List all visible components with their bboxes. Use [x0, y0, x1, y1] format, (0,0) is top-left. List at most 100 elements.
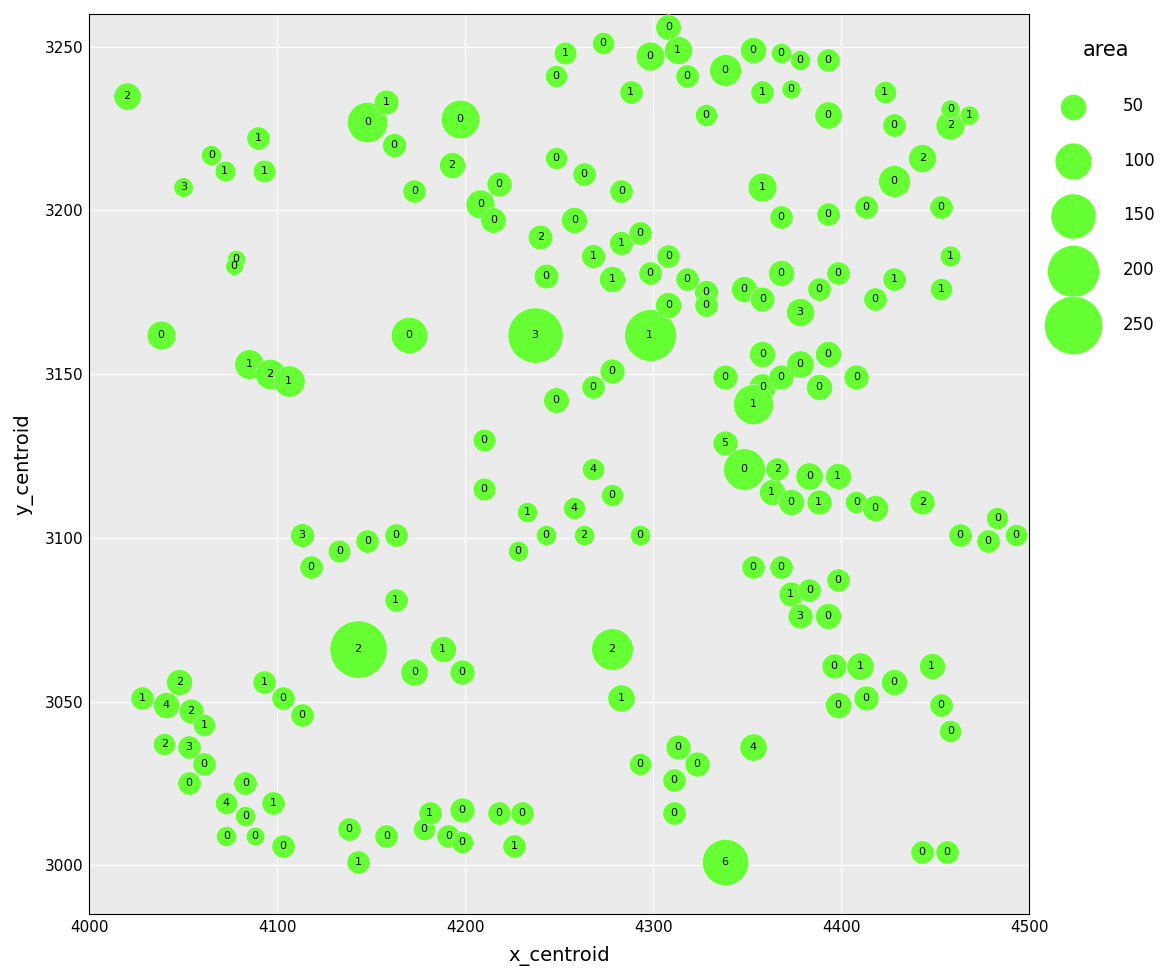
Text: 2: 2	[449, 160, 456, 170]
Point	[439, 828, 458, 844]
Text: 0: 0	[702, 287, 709, 297]
Point	[847, 494, 865, 510]
Point	[399, 327, 418, 343]
Text: 0: 0	[862, 693, 869, 704]
Text: 0: 0	[825, 55, 832, 65]
Point	[245, 828, 264, 844]
Point	[273, 691, 292, 707]
Point	[603, 641, 621, 657]
Text: 4: 4	[571, 504, 578, 514]
Point	[791, 52, 809, 68]
Point	[180, 740, 199, 756]
Point	[753, 179, 772, 195]
Point	[118, 88, 137, 104]
Point	[452, 835, 471, 851]
Text: 0: 0	[750, 563, 757, 572]
Text: 0: 0	[853, 372, 860, 382]
Text: 0: 0	[346, 824, 353, 834]
Text: 0: 0	[571, 216, 578, 225]
Text: 0: 0	[646, 268, 653, 277]
Text: 0: 0	[637, 529, 644, 540]
Text: 0: 0	[834, 268, 841, 277]
Text: 0: 0	[722, 65, 729, 74]
Text: 2: 2	[919, 153, 926, 163]
Text: 1: 1	[609, 274, 616, 284]
Point	[772, 560, 791, 575]
Point	[1007, 526, 1026, 542]
Point	[716, 62, 735, 77]
Point	[157, 697, 175, 712]
Point	[809, 379, 828, 395]
Text: 0: 0	[862, 202, 869, 212]
Text: 0: 0	[458, 805, 465, 814]
Text: 0: 0	[552, 395, 559, 406]
Text: 4: 4	[750, 743, 757, 753]
Text: 1: 1	[201, 719, 208, 729]
Text: 0: 0	[759, 382, 766, 392]
Text: 0: 0	[890, 677, 897, 687]
Text: 0: 0	[411, 667, 418, 677]
Point	[856, 691, 875, 707]
Point	[195, 756, 214, 771]
Text: 0: 0	[480, 434, 487, 445]
Point	[215, 164, 234, 179]
Point	[565, 501, 584, 516]
Point	[744, 560, 763, 575]
Point	[224, 258, 243, 273]
Point	[850, 658, 869, 673]
Point	[772, 209, 791, 224]
Text: 0: 0	[392, 529, 399, 540]
Text: 0: 0	[985, 536, 992, 546]
Point	[716, 435, 735, 451]
Point	[474, 481, 493, 497]
Point	[819, 347, 837, 363]
Text: 0: 0	[495, 808, 502, 818]
Text: 1: 1	[627, 87, 634, 97]
Text: 1: 1	[260, 166, 267, 176]
Point	[668, 42, 687, 58]
Point	[800, 582, 819, 598]
Text: 0: 0	[405, 330, 412, 340]
Point	[941, 101, 960, 117]
Text: 0: 0	[298, 710, 305, 719]
Text: 0: 0	[420, 824, 427, 834]
Text: 0: 0	[390, 140, 397, 150]
Text: 1: 1	[260, 677, 267, 687]
Text: 1: 1	[646, 330, 653, 340]
Point	[735, 462, 753, 477]
Point	[452, 664, 471, 680]
Point	[451, 111, 470, 126]
Point	[665, 772, 683, 788]
Text: 0: 0	[646, 52, 653, 62]
Point	[932, 199, 951, 215]
Text: 0: 0	[825, 612, 832, 621]
Text: 0: 0	[702, 300, 709, 311]
Point	[809, 281, 828, 297]
Point	[584, 379, 603, 395]
Point	[329, 543, 348, 559]
Point	[377, 828, 396, 844]
Text: 1: 1	[938, 284, 945, 294]
Text: 0: 0	[201, 759, 208, 768]
Point	[951, 526, 969, 542]
Text: 0: 0	[242, 811, 249, 821]
Text: 0: 0	[947, 104, 954, 114]
Text: 0: 0	[251, 831, 258, 841]
Point	[547, 69, 565, 84]
Point	[716, 369, 735, 385]
Point	[547, 392, 565, 408]
Point	[547, 150, 565, 166]
Point	[484, 213, 502, 228]
Point	[856, 199, 875, 215]
Point	[405, 183, 424, 199]
Text: 1: 1	[590, 251, 597, 262]
Text: 4: 4	[223, 798, 230, 808]
Text: 0: 0	[477, 199, 484, 209]
Text: 0: 0	[919, 848, 926, 858]
Point	[612, 235, 631, 251]
Text: 0: 0	[806, 470, 813, 480]
Point	[575, 167, 593, 182]
Text: 1: 1	[856, 661, 863, 670]
Point	[217, 795, 236, 810]
Text: 0: 0	[670, 808, 677, 818]
